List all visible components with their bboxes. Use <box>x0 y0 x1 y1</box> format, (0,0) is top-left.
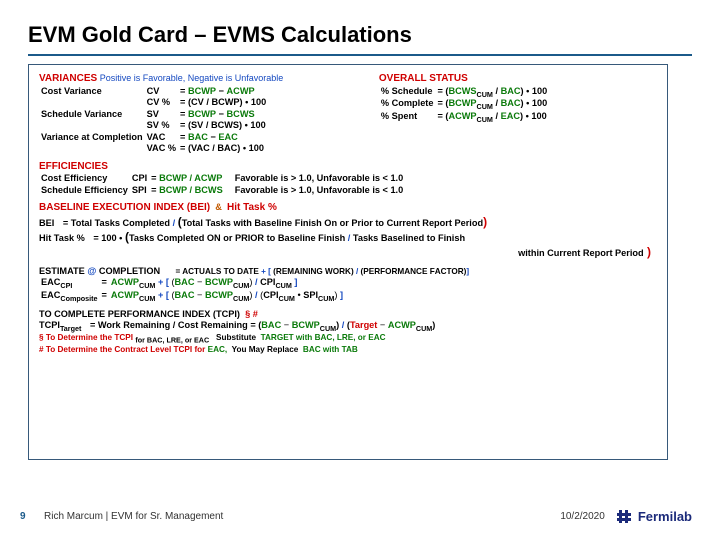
fermilab-logo: Fermilab <box>617 509 692 524</box>
formula: = (BCWPCUM / BAC) • 100 <box>435 98 549 111</box>
section-variances: VARIANCES Positive is Favorable, Negativ… <box>39 73 379 155</box>
footer-text: Rich Marcum | EVM for Sr. Management <box>44 511 560 522</box>
row-label: Variance at Completion <box>39 132 145 144</box>
formula: ACWPCUM + [ (BAC − BCWPCUM) / (CPICUM • … <box>109 290 345 303</box>
abbr: VAC % <box>145 143 178 155</box>
row-label: % Complete <box>379 98 436 111</box>
section-overall: OVERALL STATUS % Schedule= (BCWSCUM / BA… <box>379 73 657 155</box>
row-label: EACCPI <box>39 277 100 290</box>
bei-row2: Hit Task % = 100 • (Tasks Completed ON o… <box>39 230 657 260</box>
abbr: VAC <box>145 132 178 144</box>
variances-table: Cost VarianceCV= BCWP − ACWP CV %= (CV /… <box>39 86 268 155</box>
row-label: Schedule Variance <box>39 109 145 121</box>
row-label: % Schedule <box>379 86 436 99</box>
formula: = BCWP / BCWS <box>149 185 225 197</box>
formula: = BCWP − ACWP <box>178 86 268 98</box>
formula: = (SV / BCWS) • 100 <box>178 120 268 132</box>
abbr: SV % <box>145 120 178 132</box>
formula: = BCWP / ACWP <box>149 173 225 185</box>
efficiencies-header: EFFICIENCIES <box>39 161 108 172</box>
page-title: EVM Gold Card – EVMS Calculations <box>28 22 692 48</box>
table-row: CV %= (CV / BCWP) • 100 <box>39 97 268 109</box>
formula-card: VARIANCES Positive is Favorable, Negativ… <box>28 64 668 460</box>
title-rule <box>28 54 692 56</box>
abbr: CV <box>145 86 178 98</box>
formula: = BCWP − BCWS <box>178 109 268 121</box>
variances-note: Positive is Favorable, Negative is Unfav… <box>100 73 284 83</box>
eac-header: ESTIMATE @ COMPLETION <box>39 266 163 276</box>
tcpi-header: TO COMPLETE PERFORMANCE INDEX (TCPI) <box>39 309 240 319</box>
row-label: Cost Variance <box>39 86 145 98</box>
eac-generic: = ACTUALS TO DATE + [ (REMAINING WORK) /… <box>175 267 469 276</box>
fermilab-logo-text: Fermilab <box>638 509 692 524</box>
page-number: 9 <box>20 511 44 522</box>
note: Favorable is > 1.0, Unfavorable is < 1.0 <box>225 185 406 197</box>
row-label: EACComposite <box>39 290 100 303</box>
formula: ACWPCUM + [ (BAC − BCWPCUM) / CPICUM ] <box>109 277 345 290</box>
efficiencies-table: Cost EfficiencyCPI= BCWP / ACWPFavorable… <box>39 173 405 196</box>
eac-table: EACCPI = ACWPCUM + [ (BAC − BCWPCUM) / C… <box>39 277 345 303</box>
section-tcpi: TO COMPLETE PERFORMANCE INDEX (TCPI) § #… <box>39 309 657 355</box>
section-eac: ESTIMATE @ COMPLETION = ACTUALS TO DATE … <box>39 266 657 303</box>
abbr: SV <box>145 109 178 121</box>
slide: EVM Gold Card – EVMS Calculations VARIAN… <box>0 0 720 540</box>
bei-row1: BEI = Total Tasks Completed / (Total Tas… <box>39 215 657 230</box>
formula: = (CV / BCWP) • 100 <box>178 97 268 109</box>
formula: = BAC − EAC <box>178 132 268 144</box>
tcpi-note1: § To Determine the TCPI for BAC, LRE, or… <box>39 333 657 345</box>
slide-footer: 9 Rich Marcum | EVM for Sr. Management 1… <box>0 509 720 524</box>
table-row: EACComposite = ACWPCUM + [ (BAC − BCWPCU… <box>39 290 345 303</box>
row-label: % Spent <box>379 111 436 124</box>
row-label: Cost Efficiency <box>39 173 130 185</box>
abbr: SPI <box>130 185 149 197</box>
note: Favorable is > 1.0, Unfavorable is < 1.0 <box>225 173 406 185</box>
table-row: % Schedule= (BCWSCUM / BAC) • 100 <box>379 86 549 99</box>
overall-header: OVERALL STATUS <box>379 73 468 84</box>
table-row: Schedule VarianceSV= BCWP − BCWS <box>39 109 268 121</box>
row-label: Schedule Efficiency <box>39 185 130 197</box>
tcpi-formula: TCPITarget = Work Remaining / Cost Remai… <box>39 320 657 333</box>
table-row: VAC %= (VAC / BAC) • 100 <box>39 143 268 155</box>
table-row: SV %= (SV / BCWS) • 100 <box>39 120 268 132</box>
table-row: EACCPI = ACWPCUM + [ (BAC − BCWPCUM) / C… <box>39 277 345 290</box>
table-row: % Spent= (ACWPCUM / EAC) • 100 <box>379 111 549 124</box>
footer-date: 10/2/2020 <box>560 511 605 522</box>
abbr: CV % <box>145 97 178 109</box>
table-row: % Complete= (BCWPCUM / BAC) • 100 <box>379 98 549 111</box>
table-row: Cost EfficiencyCPI= BCWP / ACWPFavorable… <box>39 173 405 185</box>
tcpi-note2: # To Determine the Contract Level TCPI f… <box>39 345 657 355</box>
table-row: Cost VarianceCV= BCWP − ACWP <box>39 86 268 98</box>
table-row: Variance at CompletionVAC= BAC − EAC <box>39 132 268 144</box>
table-row: Schedule EfficiencySPI= BCWP / BCWSFavor… <box>39 185 405 197</box>
bei-header1: BASELINE EXECUTION INDEX (BEI) <box>39 202 210 213</box>
formula: = (ACWPCUM / EAC) • 100 <box>435 111 549 124</box>
variances-header: VARIANCES <box>39 73 97 84</box>
abbr: CPI <box>130 173 149 185</box>
fermilab-logo-icon <box>617 510 635 523</box>
formula: = (VAC / BAC) • 100 <box>178 143 268 155</box>
section-bei: BASELINE EXECUTION INDEX (BEI) & Hit Tas… <box>39 202 657 260</box>
overall-table: % Schedule= (BCWSCUM / BAC) • 100 % Comp… <box>379 86 549 124</box>
formula: = (BCWSCUM / BAC) • 100 <box>435 86 549 99</box>
section-efficiencies: EFFICIENCIES Cost EfficiencyCPI= BCWP / … <box>39 161 657 197</box>
bei-header2: Hit Task % <box>227 202 277 213</box>
